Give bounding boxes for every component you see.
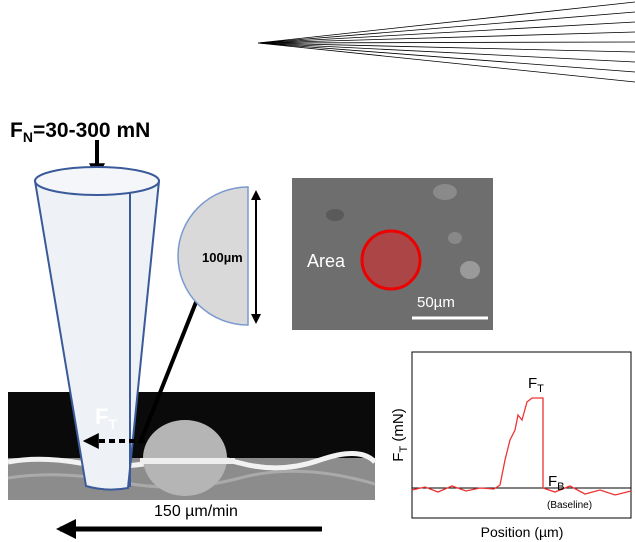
subscript: T — [108, 416, 117, 432]
value: =30-300 mN — [33, 119, 150, 142]
symbol: F — [528, 375, 537, 392]
subscript: B — [557, 481, 564, 493]
subscript: T — [537, 383, 544, 395]
diagram: FN=30-300 mN FT 100µm Area 50µm 150 µm/m… — [0, 0, 635, 542]
diameter-label: 100µm — [202, 250, 243, 265]
symbol: F — [10, 119, 23, 142]
scale-label: 50µm — [417, 294, 455, 311]
substrate — [8, 392, 375, 500]
baseline-note: (Baseline) — [547, 500, 592, 511]
area-label: Area — [307, 251, 346, 271]
force-plot — [412, 352, 631, 518]
plot-y-label: FT (mN) — [390, 408, 410, 461]
symbol: F — [390, 453, 407, 462]
plot-x-label: Position (µm) — [481, 524, 564, 540]
symbol: F — [95, 404, 108, 429]
subscript: N — [23, 129, 33, 145]
speed-label: 150 µm/min — [154, 503, 238, 520]
normal-force-label: FN=30-300 mN — [10, 119, 150, 145]
fan-lines — [258, 2, 635, 82]
unit: (mN) — [390, 408, 407, 446]
symbol: F — [548, 473, 557, 490]
